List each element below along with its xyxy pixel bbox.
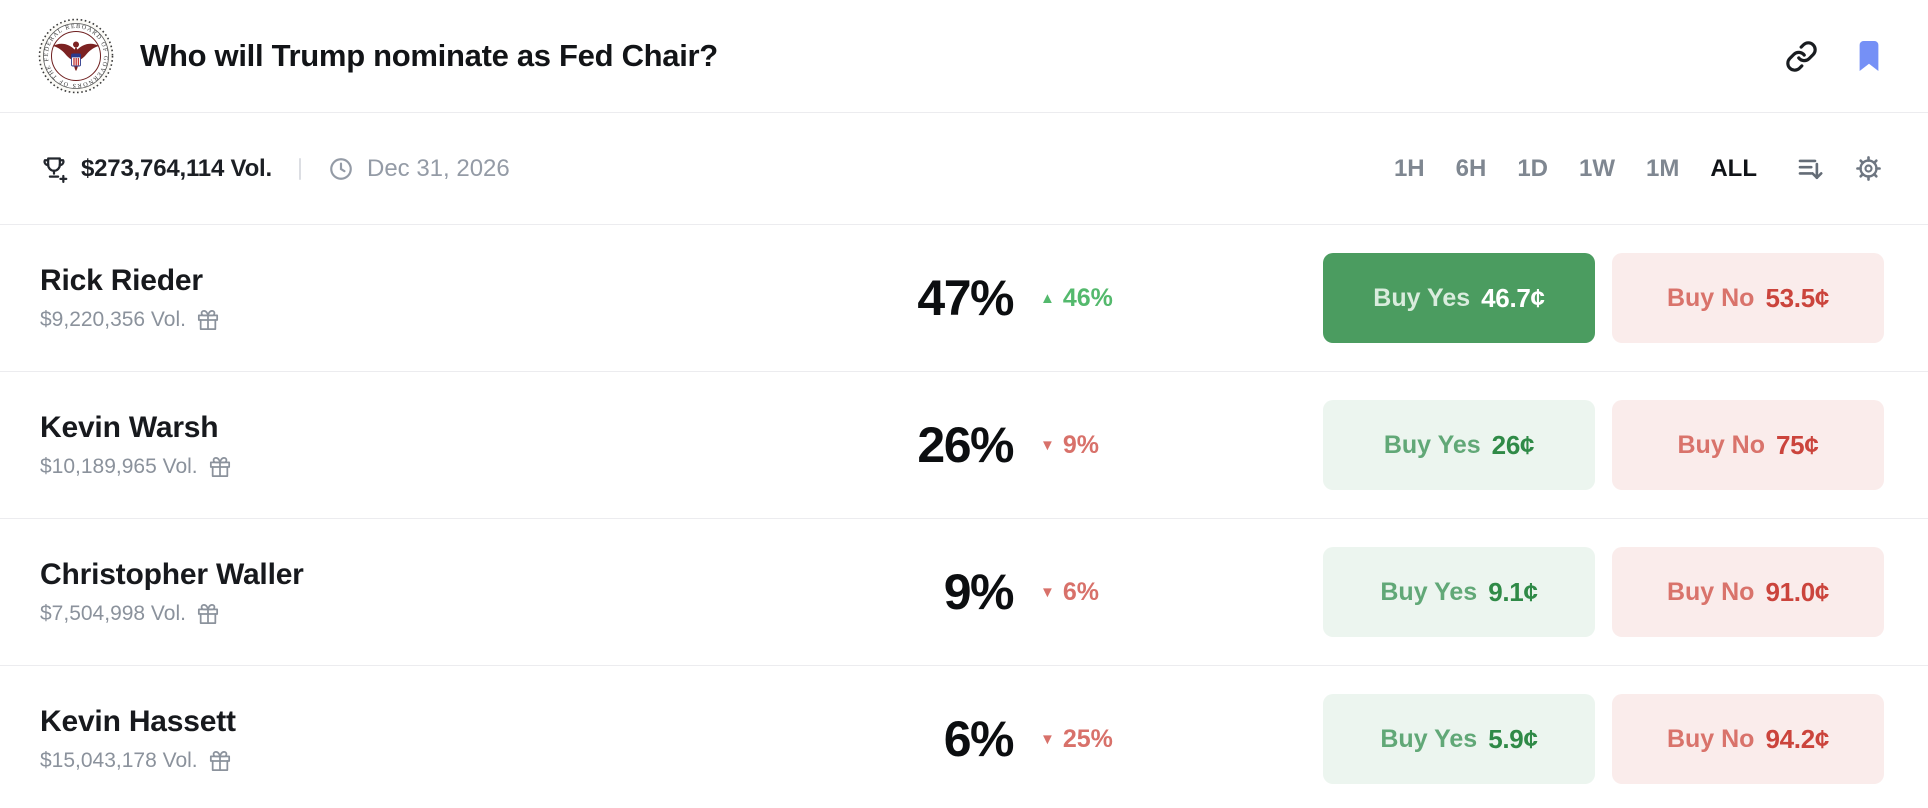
chance-percent: 9% xyxy=(943,564,1015,620)
settings-button[interactable] xyxy=(1853,153,1884,184)
page-title: Who will Trump nominate as Fed Chair? xyxy=(140,38,718,73)
outcome-volume: $10,189,965 Vol. xyxy=(40,455,198,478)
buy-no-price: 53.5¢ xyxy=(1765,282,1830,313)
outcome-volume: $7,504,998 Vol. xyxy=(40,602,186,625)
buy-yes-price: 5.9¢ xyxy=(1488,723,1538,754)
timeframe-selector: 1H 6H 1D 1W 1M ALL xyxy=(1394,155,1757,183)
buy-yes-price: 26¢ xyxy=(1491,429,1535,460)
market-header: BOARD OF GOVERNORS OF THE FEDERAL RESERV… xyxy=(0,0,1928,113)
buy-no-label: Buy No xyxy=(1677,430,1766,459)
change-arrow-icon xyxy=(1040,585,1055,600)
chance-percent: 6% xyxy=(943,711,1015,767)
trophy-icon xyxy=(43,156,68,183)
gift-icon[interactable] xyxy=(197,603,219,625)
change-value: 6% xyxy=(1062,577,1099,606)
copy-link-button[interactable] xyxy=(1785,40,1818,73)
buy-no-button[interactable]: Buy No 91.0¢ xyxy=(1612,547,1884,637)
chance-percent: 26% xyxy=(917,417,1014,473)
outcome-name: Kevin Hassett xyxy=(40,705,236,738)
separator xyxy=(298,157,301,180)
buy-no-label: Buy No xyxy=(1666,577,1755,606)
buy-yes-button[interactable]: Buy Yes 5.9¢ xyxy=(1323,694,1595,784)
link-icon xyxy=(1786,40,1817,72)
timeframe-option-all[interactable]: ALL xyxy=(1710,154,1757,182)
outcome-row: Kevin Warsh $10,189,965 Vol. 26% 9% xyxy=(0,372,1928,519)
buy-no-button[interactable]: Buy No 75¢ xyxy=(1612,400,1884,490)
price-change: 9% xyxy=(1040,431,1099,460)
gift-icon[interactable] xyxy=(209,456,231,478)
outcome-volume: $15,043,178 Vol. xyxy=(40,749,198,772)
price-change: 25% xyxy=(1040,725,1113,754)
federal-reserve-seal-logo: BOARD OF GOVERNORS OF THE FEDERAL RESERV… xyxy=(38,18,114,94)
change-arrow-icon xyxy=(1040,291,1055,306)
buy-yes-label: Buy Yes xyxy=(1383,430,1481,459)
outcome-volume: $9,220,356 Vol. xyxy=(40,308,186,331)
gear-icon xyxy=(1856,156,1881,181)
outcome-name: Kevin Warsh xyxy=(40,411,219,444)
stats-bar: $273,764,114 Vol. Dec 31, 2026 1H 6H 1D … xyxy=(0,113,1928,225)
buy-yes-label: Buy Yes xyxy=(1380,724,1478,753)
buy-yes-button[interactable]: Buy Yes 46.7¢ xyxy=(1323,253,1595,343)
buy-yes-price: 9.1¢ xyxy=(1488,576,1538,607)
change-arrow-icon xyxy=(1040,438,1055,453)
bookmark-icon xyxy=(1859,41,1879,71)
outcome-name: Rick Rieder xyxy=(40,264,203,297)
clock-icon xyxy=(330,157,352,180)
buy-no-label: Buy No xyxy=(1666,283,1755,312)
timeframe-option-1h[interactable]: 1H xyxy=(1393,154,1425,182)
timeframe-option-6h[interactable]: 6H xyxy=(1455,154,1487,182)
timeframe-option-1w[interactable]: 1W xyxy=(1579,154,1615,182)
eagle-emblem xyxy=(53,41,99,71)
outcome-row: Kevin Hassett $15,043,178 Vol. 6% 25% xyxy=(0,666,1928,808)
buy-no-label: Buy No xyxy=(1666,724,1755,753)
change-value: 9% xyxy=(1062,430,1099,459)
buy-yes-button[interactable]: Buy Yes 9.1¢ xyxy=(1323,547,1595,637)
buy-yes-label: Buy Yes xyxy=(1373,283,1471,312)
timeframe-option-1m[interactable]: 1M xyxy=(1646,154,1680,182)
buy-no-price: 91.0¢ xyxy=(1765,576,1830,607)
change-value: 25% xyxy=(1062,724,1113,753)
chance-percent: 47% xyxy=(917,270,1014,326)
buy-yes-button[interactable]: Buy Yes 26¢ xyxy=(1323,400,1595,490)
outcome-name: Christopher Waller xyxy=(40,558,304,591)
timeframe-option-1d[interactable]: 1D xyxy=(1517,154,1548,182)
outcome-row: Rick Rieder $9,220,356 Vol. 47% 46% xyxy=(0,225,1928,372)
price-change: 6% xyxy=(1040,578,1099,607)
change-value: 46% xyxy=(1062,283,1113,312)
bookmark-button[interactable] xyxy=(1854,39,1884,73)
gift-icon[interactable] xyxy=(197,309,219,331)
buy-no-price: 75¢ xyxy=(1776,429,1819,460)
outcome-row: Christopher Waller $7,504,998 Vol. 9% 6% xyxy=(0,519,1928,666)
buy-yes-price: 46.7¢ xyxy=(1481,282,1545,313)
buy-no-button[interactable]: Buy No 53.5¢ xyxy=(1612,253,1884,343)
buy-yes-label: Buy Yes xyxy=(1380,577,1478,606)
sort-descending-icon xyxy=(1798,159,1823,179)
total-volume: $273,764,114 Vol. xyxy=(81,154,272,182)
price-change: 46% xyxy=(1040,284,1113,313)
change-arrow-icon xyxy=(1040,732,1055,747)
end-date: Dec 31, 2026 xyxy=(366,154,510,182)
sort-button[interactable] xyxy=(1795,154,1825,184)
buy-no-price: 94.2¢ xyxy=(1765,723,1830,754)
gift-icon[interactable] xyxy=(209,750,231,772)
buy-no-button[interactable]: Buy No 94.2¢ xyxy=(1612,694,1884,784)
outcomes-list: Rick Rieder $9,220,356 Vol. 47% 46% xyxy=(0,225,1928,808)
